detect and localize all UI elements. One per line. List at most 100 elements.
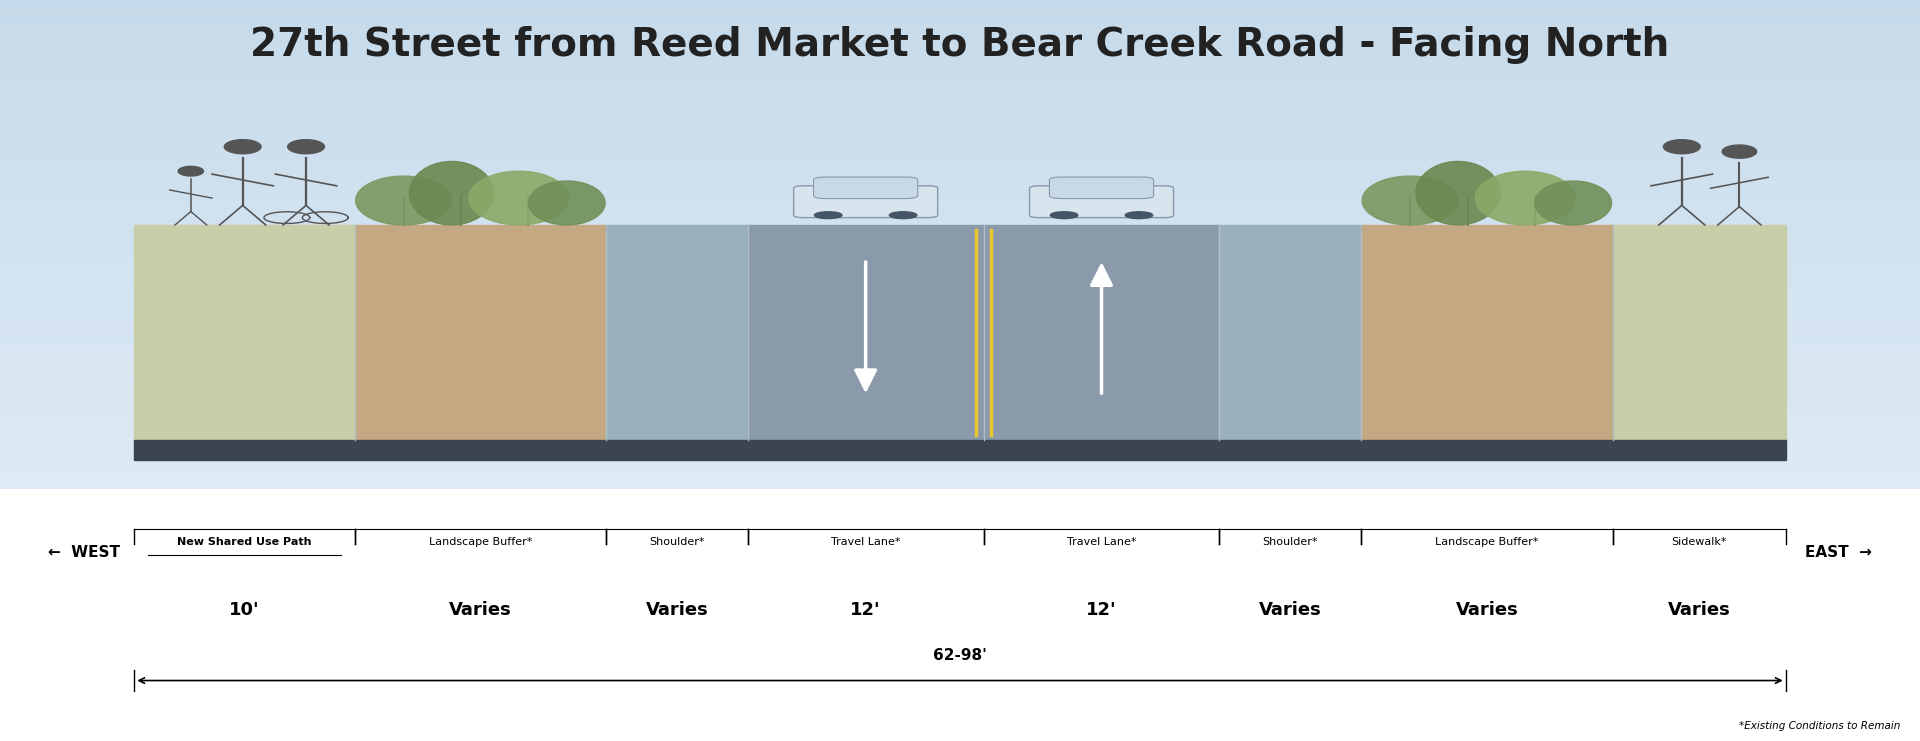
Bar <box>0 421 1920 425</box>
Bar <box>0 465 1920 470</box>
Bar <box>0 181 1920 186</box>
Bar <box>0 68 1920 73</box>
Bar <box>0 166 1920 171</box>
Bar <box>0 93 1920 98</box>
FancyBboxPatch shape <box>1029 186 1173 218</box>
Bar <box>0 30 1920 34</box>
Bar <box>0 435 1920 440</box>
Ellipse shape <box>1050 212 1077 219</box>
Polygon shape <box>468 171 568 225</box>
Polygon shape <box>225 140 261 153</box>
Text: Varies: Varies <box>1455 601 1519 619</box>
Text: Travel Lane*: Travel Lane* <box>831 537 900 547</box>
Bar <box>1613 225 1786 440</box>
Bar <box>0 171 1920 176</box>
Bar <box>0 386 1920 391</box>
Bar <box>0 293 1920 299</box>
Bar <box>0 245 1920 250</box>
Bar <box>0 288 1920 293</box>
Polygon shape <box>1663 140 1701 153</box>
Text: Landscape Buffer*: Landscape Buffer* <box>1434 537 1538 547</box>
Bar <box>0 34 1920 39</box>
Bar <box>355 225 607 440</box>
Bar <box>0 269 1920 274</box>
Ellipse shape <box>1125 212 1152 219</box>
Bar <box>0 425 1920 431</box>
Bar <box>0 127 1920 132</box>
Bar <box>0 342 1920 348</box>
Bar <box>0 230 1920 235</box>
Bar <box>134 225 355 440</box>
Polygon shape <box>1722 145 1757 158</box>
Text: Varies: Varies <box>1668 601 1730 619</box>
Bar <box>0 484 1920 489</box>
Polygon shape <box>1415 162 1500 225</box>
Bar <box>0 362 1920 367</box>
Bar <box>0 73 1920 79</box>
Text: Travel Lane*: Travel Lane* <box>1068 537 1137 547</box>
Text: 12': 12' <box>851 601 881 619</box>
Bar <box>0 107 1920 113</box>
Bar <box>0 333 1920 337</box>
Text: 62-98': 62-98' <box>933 648 987 663</box>
Bar <box>0 162 1920 166</box>
Bar <box>0 313 1920 318</box>
Bar <box>0 210 1920 215</box>
Bar <box>0 459 1920 465</box>
Bar <box>0 122 1920 127</box>
Polygon shape <box>288 140 324 153</box>
Bar <box>0 328 1920 333</box>
Bar <box>0 152 1920 156</box>
Bar <box>0 59 1920 64</box>
Bar <box>0 474 1920 479</box>
Ellipse shape <box>889 212 918 219</box>
Bar <box>1219 225 1361 440</box>
Bar <box>0 299 1920 303</box>
Bar <box>0 10 1920 15</box>
Bar <box>0 64 1920 68</box>
Polygon shape <box>528 181 605 225</box>
Polygon shape <box>1534 181 1611 225</box>
Bar <box>0 259 1920 264</box>
Bar <box>0 83 1920 88</box>
Text: Shoulder*: Shoulder* <box>1263 537 1317 547</box>
Bar <box>0 5 1920 10</box>
Bar <box>0 103 1920 107</box>
Bar <box>0 132 1920 137</box>
Bar <box>0 431 1920 435</box>
Bar <box>0 337 1920 342</box>
Bar <box>0 279 1920 284</box>
Bar <box>0 88 1920 93</box>
Bar <box>0 264 1920 269</box>
Bar <box>0 440 1920 445</box>
Bar <box>134 440 1786 459</box>
Bar <box>0 250 1920 254</box>
Bar <box>0 235 1920 239</box>
Text: Varies: Varies <box>1260 601 1321 619</box>
Bar <box>0 376 1920 382</box>
Bar <box>0 220 1920 225</box>
Bar <box>1361 225 1613 440</box>
Bar <box>0 450 1920 455</box>
Bar <box>0 411 1920 416</box>
Bar <box>0 190 1920 196</box>
Bar <box>0 445 1920 450</box>
Bar <box>747 225 983 440</box>
Bar <box>0 239 1920 245</box>
Bar <box>0 367 1920 372</box>
Bar <box>0 176 1920 181</box>
Bar <box>0 416 1920 421</box>
Bar <box>0 479 1920 484</box>
Bar <box>0 406 1920 411</box>
Bar <box>0 348 1920 352</box>
Bar <box>0 205 1920 210</box>
Polygon shape <box>409 162 493 225</box>
FancyBboxPatch shape <box>1050 177 1154 199</box>
Ellipse shape <box>814 212 843 219</box>
FancyBboxPatch shape <box>793 186 937 218</box>
Bar <box>0 98 1920 103</box>
Text: Shoulder*: Shoulder* <box>649 537 705 547</box>
Text: ←  WEST: ← WEST <box>48 545 119 559</box>
Bar <box>0 156 1920 162</box>
Bar <box>0 39 1920 44</box>
